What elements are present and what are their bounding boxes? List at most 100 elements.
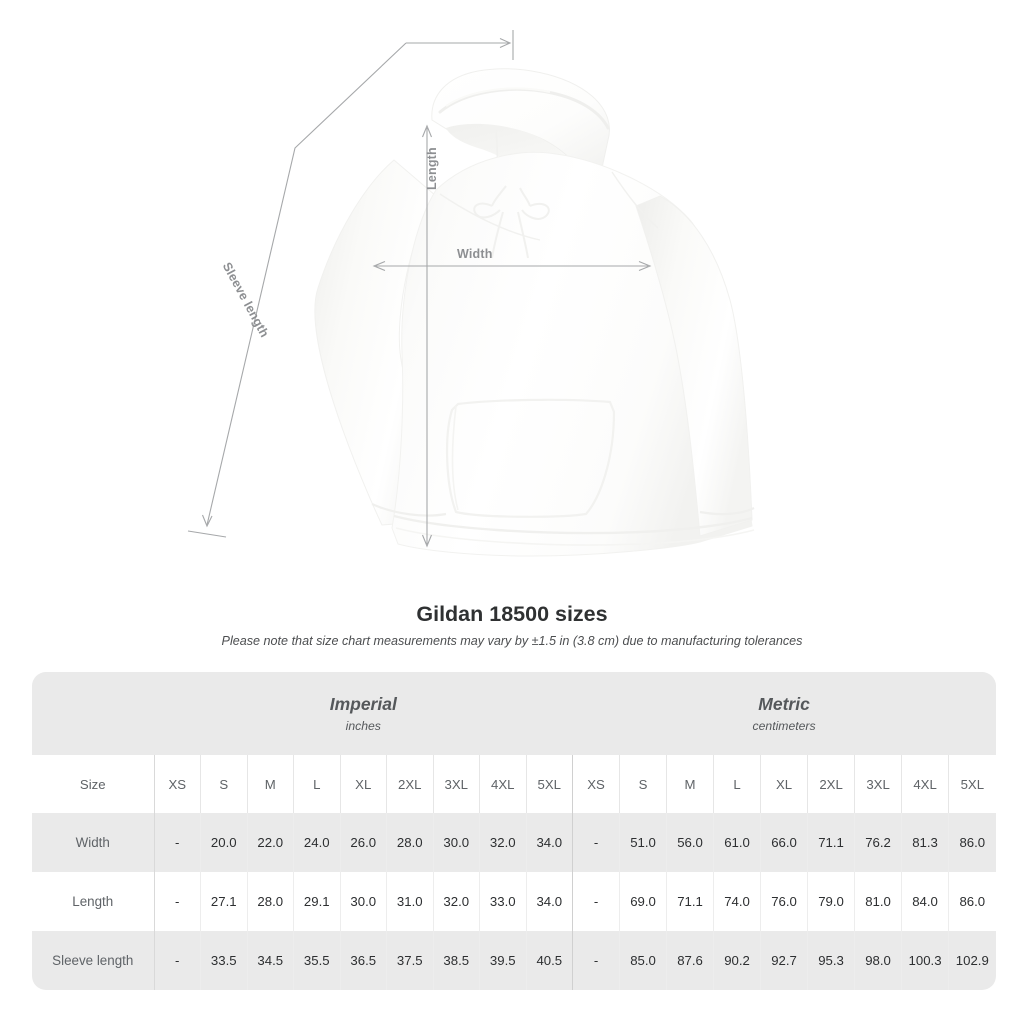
cell-length-imperial-l: 29.1 xyxy=(293,872,340,931)
size-header-cell-metric-2xl: 2XL xyxy=(807,755,855,813)
size-header-cell-imperial-3xl: 3XL xyxy=(432,755,480,813)
width-arrowhead-right xyxy=(638,260,652,272)
table-row: Length -27.1 28.0 29.1 30.0 31.0 32.0 33.0 34.0-… xyxy=(32,872,996,931)
size-chart-table-container: Imperial inches Metric centimeters Size XS S M L… xyxy=(32,672,996,990)
group-unit: inches xyxy=(345,718,381,733)
length-arrowhead-top xyxy=(421,124,433,138)
size-header-row: Size XS S M L XL 2XL 3XL 4XL 5XL XS S M L XL 2XL 3XL 4XL 5… xyxy=(32,755,996,813)
size-header-cell-metric-3xl: 3XL xyxy=(854,755,902,813)
size-header-cell-metric-l: L xyxy=(713,755,761,813)
group-header-metric: Metric centimeters xyxy=(572,672,996,755)
cell-width-metric-xl: 66.0 xyxy=(760,813,808,872)
length-dimension-label: Length xyxy=(425,147,439,190)
cell-length-metric-l: 74.0 xyxy=(713,872,761,931)
cell-width-metric-xs: - xyxy=(572,813,620,872)
size-header-cell-imperial-4xl: 4XL xyxy=(479,755,526,813)
cell-length-imperial-m: 28.0 xyxy=(246,872,294,931)
group-title: Imperial xyxy=(329,694,397,715)
cell-length-metric-2xl: 79.0 xyxy=(807,872,855,931)
cell-length-metric-4xl: 84.0 xyxy=(901,872,949,931)
cell-width-imperial-l: 24.0 xyxy=(293,813,340,872)
cell-sleeve-length-imperial-xs: - xyxy=(153,931,201,990)
cell-sleeve-length-imperial-m: 34.5 xyxy=(246,931,294,990)
sleeve-bottom-tick xyxy=(187,530,227,538)
group-header-imperial: Imperial inches xyxy=(154,672,573,755)
cell-width-metric-4xl: 81.3 xyxy=(901,813,949,872)
width-dimension-label: Width xyxy=(457,247,493,261)
cell-length-metric-xs: - xyxy=(572,872,620,931)
group-header-spacer xyxy=(32,672,154,755)
length-arrowhead-bottom xyxy=(421,534,433,548)
row-label: Sleeve length xyxy=(32,931,154,990)
cell-length-metric-5xl: 86.0 xyxy=(948,872,996,931)
cell-width-metric-l: 61.0 xyxy=(713,813,761,872)
size-header-cell-metric-4xl: 4XL xyxy=(901,755,949,813)
cell-sleeve-length-imperial-s: 33.5 xyxy=(200,931,247,990)
size-header-cell-imperial-xl: XL xyxy=(339,755,387,813)
cell-width-imperial-s: 20.0 xyxy=(200,813,247,872)
cell-width-metric-2xl: 71.1 xyxy=(807,813,855,872)
cell-length-imperial-4xl: 33.0 xyxy=(479,872,526,931)
cell-length-metric-3xl: 81.0 xyxy=(854,872,902,931)
size-header-cell-imperial-m: M xyxy=(246,755,294,813)
cell-sleeve-length-imperial-3xl: 38.5 xyxy=(432,931,480,990)
cell-sleeve-length-imperial-l: 35.5 xyxy=(293,931,340,990)
hoodie-drawing xyxy=(187,30,755,557)
size-header-cell-imperial-2xl: 2XL xyxy=(386,755,433,813)
cell-length-imperial-2xl: 31.0 xyxy=(386,872,433,931)
cell-width-imperial-m: 22.0 xyxy=(246,813,294,872)
size-header-cell-metric-5xl: 5XL xyxy=(948,755,996,813)
sleeve-guide-line xyxy=(206,42,407,526)
group-unit: centimeters xyxy=(752,718,816,733)
cell-width-imperial-5xl: 34.0 xyxy=(525,813,573,872)
size-header-cell-metric-s: S xyxy=(619,755,667,813)
cell-width-imperial-3xl: 30.0 xyxy=(432,813,480,872)
hoodie-illustration: Width Length Sleeve length xyxy=(187,30,755,557)
cell-sleeve-length-metric-l: 90.2 xyxy=(713,931,761,990)
size-header-cell-imperial-xs: XS xyxy=(153,755,201,813)
page-title: Gildan 18500 sizes xyxy=(416,602,608,626)
cell-width-metric-5xl: 86.0 xyxy=(948,813,996,872)
cell-sleeve-length-metric-xl: 92.7 xyxy=(760,931,808,990)
cell-sleeve-length-metric-4xl: 100.3 xyxy=(901,931,949,990)
cell-sleeve-length-imperial-xl: 36.5 xyxy=(339,931,387,990)
cell-length-imperial-xl: 30.0 xyxy=(339,872,387,931)
cell-width-imperial-xs: - xyxy=(153,813,201,872)
measurement-guides xyxy=(187,30,652,548)
cell-width-imperial-4xl: 32.0 xyxy=(479,813,526,872)
cell-sleeve-length-metric-m: 87.6 xyxy=(666,931,714,990)
cell-length-metric-s: 69.0 xyxy=(619,872,667,931)
row-label: Length xyxy=(32,872,154,931)
tolerance-note: Please note that size chart measurements… xyxy=(221,634,803,648)
size-header-cell-imperial-l: L xyxy=(293,755,340,813)
sleeve-top-arrowhead xyxy=(499,37,512,49)
size-header-cell-imperial-s: S xyxy=(200,755,247,813)
cell-width-metric-3xl: 76.2 xyxy=(854,813,902,872)
unit-group-header-row: Imperial inches Metric centimeters xyxy=(32,672,996,755)
cell-length-metric-m: 71.1 xyxy=(666,872,714,931)
hood-drawstring xyxy=(473,185,550,259)
cell-sleeve-length-imperial-2xl: 37.5 xyxy=(386,931,433,990)
group-title: Metric xyxy=(758,694,810,715)
cell-width-imperial-xl: 26.0 xyxy=(339,813,387,872)
cell-length-imperial-s: 27.1 xyxy=(200,872,247,931)
cell-width-metric-s: 51.0 xyxy=(619,813,667,872)
cell-sleeve-length-metric-s: 85.0 xyxy=(619,931,667,990)
cell-length-metric-xl: 76.0 xyxy=(760,872,808,931)
table-row: Width -20.0 22.0 24.0 26.0 28.0 30.0 32.0 34.0-5… xyxy=(32,813,996,872)
size-header-cell-metric-m: M xyxy=(666,755,714,813)
cell-sleeve-length-imperial-4xl: 39.5 xyxy=(479,931,526,990)
table-row: Sleeve length -33.5 34.5 35.5 36.5 37.5 38.5 39… xyxy=(32,931,996,990)
row-label: Width xyxy=(32,813,154,872)
cell-width-imperial-2xl: 28.0 xyxy=(386,813,433,872)
size-header-cell-metric-xl: XL xyxy=(760,755,808,813)
size-header-cell-metric-xs: XS xyxy=(572,755,620,813)
cell-length-imperial-xs: - xyxy=(153,872,201,931)
cell-length-imperial-3xl: 32.0 xyxy=(432,872,480,931)
cell-length-imperial-5xl: 34.0 xyxy=(525,872,573,931)
size-chart-table: Imperial inches Metric centimeters Size XS S M L… xyxy=(32,672,996,990)
sleeve-arrowhead xyxy=(201,514,213,528)
cell-sleeve-length-imperial-5xl: 40.5 xyxy=(525,931,573,990)
size-header-cell-imperial-5xl: 5XL xyxy=(525,755,573,813)
hoodie-body xyxy=(314,68,755,557)
